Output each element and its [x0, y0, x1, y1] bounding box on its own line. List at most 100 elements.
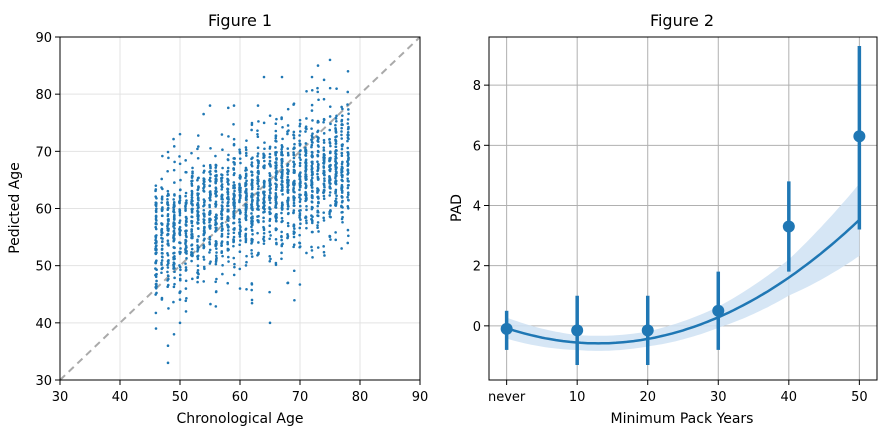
scatter-point — [232, 181, 236, 184]
scatter-point — [226, 240, 229, 244]
scatter-point — [334, 167, 338, 171]
scatter-point — [292, 168, 296, 172]
scatter-point — [328, 105, 332, 108]
scatter-point — [268, 145, 272, 149]
scatter-point — [154, 227, 158, 231]
scatter-point — [292, 245, 295, 249]
figure-2-panel: Figure 2 never 10 20 30 40 50 0 2 4 6 8 Minimum Pa… — [449, 11, 878, 427]
scatter-point — [238, 189, 242, 193]
scatter-point — [322, 118, 326, 122]
scatter-point — [256, 182, 259, 185]
scatter-point — [286, 198, 290, 202]
scatter-point — [274, 217, 278, 220]
scatter-point — [178, 230, 182, 234]
scatter-point — [203, 267, 206, 271]
scatter-point — [196, 238, 199, 242]
scatter-point — [166, 194, 169, 198]
scatter-point — [340, 247, 343, 250]
scatter-point — [328, 191, 332, 194]
scatter-point — [274, 212, 278, 216]
scatter-point — [178, 132, 182, 136]
scatter-point — [184, 299, 188, 303]
scatter-point — [346, 171, 350, 175]
scatter-point — [269, 257, 272, 261]
scatter-point — [310, 170, 314, 174]
scatter-point — [160, 207, 164, 211]
scatter-point — [227, 135, 230, 138]
scatter-point — [209, 190, 212, 193]
scatter-point — [190, 230, 193, 233]
scatter-point — [214, 216, 218, 220]
scatter-point — [208, 203, 211, 207]
scatter-point — [304, 184, 308, 187]
scatter-point — [286, 188, 290, 192]
scatter-point — [340, 154, 344, 158]
scatter-point — [239, 186, 242, 190]
scatter-point — [202, 164, 206, 168]
scatter-point — [304, 199, 307, 203]
scatter-point — [166, 344, 170, 348]
scatter-point — [202, 182, 205, 185]
scatter-point — [304, 170, 307, 173]
scatter-point — [269, 196, 272, 200]
scatter-point — [322, 146, 326, 149]
scatter-point — [167, 244, 170, 247]
scatter-point — [238, 287, 242, 290]
scatter-point — [190, 208, 194, 211]
scatter-point — [304, 154, 308, 157]
scatter-point — [256, 187, 260, 191]
scatter-point — [274, 201, 278, 204]
scatter-point — [280, 116, 283, 119]
scatter-point — [262, 228, 266, 232]
scatter-point — [221, 227, 224, 230]
scatter-point — [257, 162, 260, 165]
scatter-point — [214, 169, 218, 173]
y-tick-label: 60 — [35, 203, 52, 218]
scatter-point — [256, 215, 259, 218]
scatter-point — [280, 235, 283, 239]
y-tick-label: 0 — [473, 320, 481, 335]
scatter-point — [299, 222, 302, 226]
scatter-point — [238, 224, 242, 227]
scatter-point — [299, 193, 302, 197]
scatter-point — [346, 122, 350, 125]
scatter-point — [322, 194, 326, 198]
scatter-point — [173, 282, 176, 286]
scatter-point — [316, 221, 320, 224]
scatter-point — [280, 75, 284, 79]
scatter-point — [173, 251, 176, 255]
scatter-point — [238, 235, 242, 238]
scatter-point — [292, 195, 295, 198]
scatter-point — [250, 288, 254, 292]
scatter-point — [214, 244, 217, 248]
scatter-point — [226, 216, 230, 219]
scatter-point — [250, 163, 253, 167]
scatter-point — [256, 199, 259, 203]
scatter-point — [190, 151, 193, 155]
scatter-point — [232, 137, 236, 141]
scatter-point — [238, 209, 242, 212]
scatter-point — [244, 148, 248, 152]
scatter-point — [226, 235, 230, 239]
scatter-point — [202, 203, 206, 207]
scatter-point — [298, 174, 301, 178]
scatter-point — [172, 200, 176, 204]
scatter-point — [178, 225, 182, 229]
scatter-point — [335, 162, 338, 165]
scatter-point — [298, 182, 302, 185]
scatter-point — [286, 281, 290, 285]
scatter-point — [269, 187, 272, 190]
scatter-point — [250, 298, 254, 302]
scatter-point — [329, 156, 332, 160]
scatter-point — [293, 146, 296, 150]
scatter-point — [328, 164, 332, 168]
scatter-point — [220, 222, 223, 226]
scatter-point — [281, 203, 284, 207]
scatter-point — [346, 177, 349, 180]
scatter-point — [191, 253, 194, 257]
scatter-point — [226, 158, 230, 162]
scatter-point — [172, 221, 176, 224]
scatter-point — [262, 185, 266, 189]
scatter-point — [329, 167, 332, 171]
scatter-point — [262, 192, 266, 195]
